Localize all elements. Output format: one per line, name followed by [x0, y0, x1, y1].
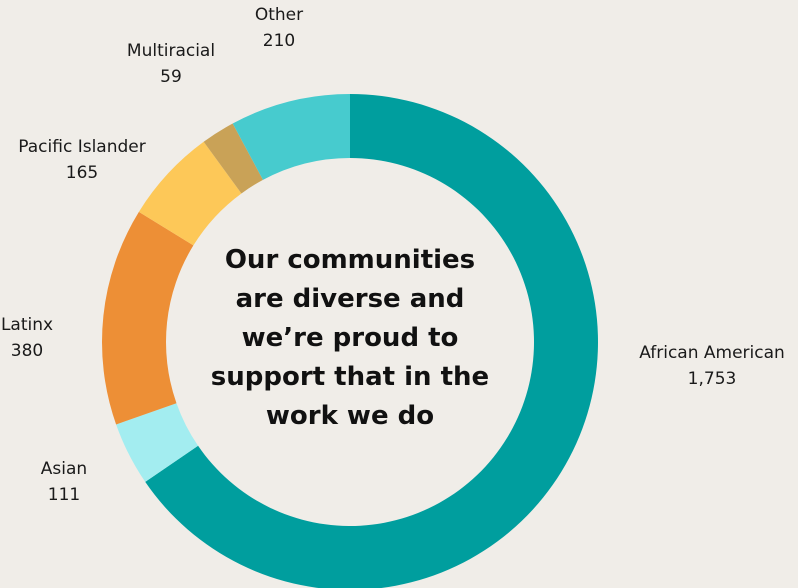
center-message: Our communities are diverse and we’re prou…	[211, 245, 489, 431]
slice-label-name: Other	[255, 5, 303, 25]
slice-label-multiracial: Multiracial 59	[127, 41, 215, 87]
slice-label-value: 111	[48, 485, 80, 505]
slice-pacific-islander	[138, 141, 242, 246]
slice-label-value: 210	[263, 31, 295, 51]
slice-label-asian: Asian 111	[41, 459, 87, 505]
slice-label-value: 380	[11, 341, 43, 361]
donut-slices	[102, 94, 598, 588]
center-message-line: work we do	[266, 401, 434, 431]
slice-label-name: Pacific Islander	[18, 137, 145, 157]
slice-label-value: 165	[66, 163, 98, 183]
slice-label-value: 59	[160, 67, 182, 87]
slice-label-pacific-islander: Pacific Islander 165	[18, 137, 145, 183]
slice-multiracial	[203, 123, 263, 194]
slice-label-latinx: Latinx 380	[1, 315, 53, 361]
slice-label-name: Multiracial	[127, 41, 215, 61]
slice-label-african-american: African American 1,753	[639, 343, 785, 389]
slice-labels: African American 1,753 Asian 111 Latinx 380 Pa…	[1, 5, 785, 505]
slice-label-other: Other 210	[255, 5, 303, 51]
slice-asian	[116, 403, 199, 482]
center-message-line: Our communities	[225, 245, 475, 275]
slice-label-name: African American	[639, 343, 785, 363]
slice-latinx	[102, 211, 194, 425]
center-message-line: support that in the	[211, 362, 489, 392]
center-message-line: we’re proud to	[242, 323, 459, 353]
slice-label-name: Latinx	[1, 315, 53, 335]
slice-other	[232, 94, 350, 180]
slice-label-name: Asian	[41, 459, 87, 479]
slice-label-value: 1,753	[688, 369, 737, 389]
center-message-line: are diverse and	[236, 284, 465, 314]
